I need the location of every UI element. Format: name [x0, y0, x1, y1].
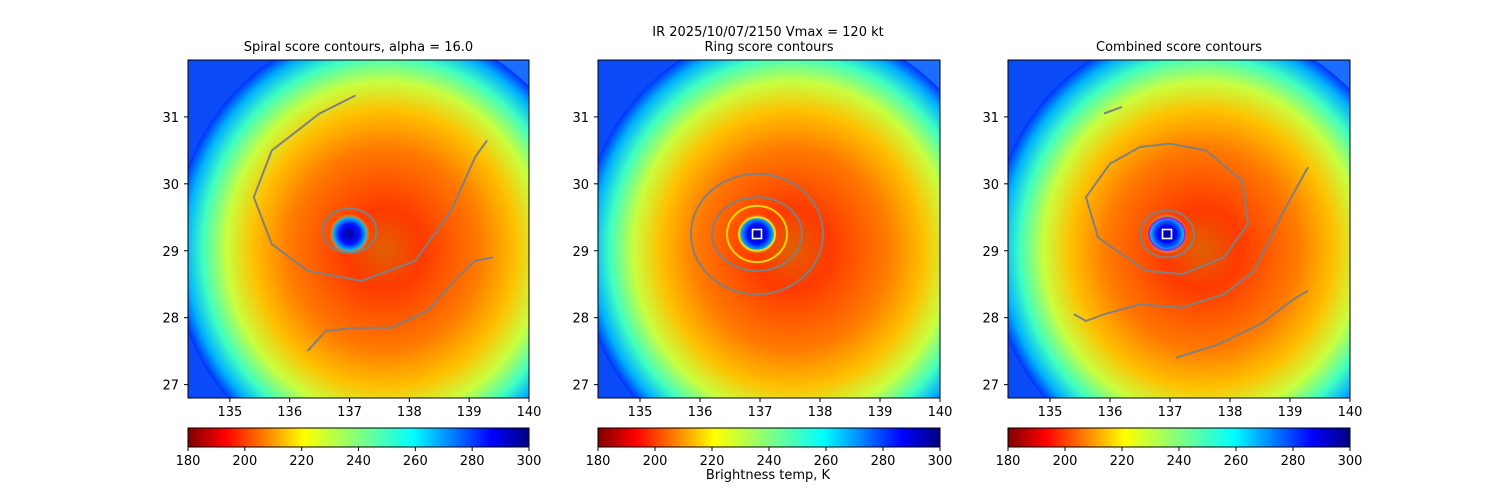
x-tick-label: 139 — [1278, 405, 1303, 420]
y-tick-label: 30 — [572, 178, 589, 193]
axes-frame — [187, 59, 530, 399]
y-tick-label: 27 — [572, 379, 589, 394]
colorbar-tick-label: 180 — [176, 454, 201, 469]
colorbar-tick-label: 180 — [996, 454, 1021, 469]
x-tick-label: 136 — [1098, 405, 1123, 420]
axes-frame — [597, 59, 941, 399]
suptitle: IR 2025/10/07/2150 Vmax = 120 kt — [652, 25, 883, 40]
x-tick-label: 139 — [457, 405, 482, 420]
contour-3 — [1073, 166, 1309, 322]
colorbar-tick-label: 220 — [700, 454, 725, 469]
colorbar-tick-label: 280 — [1281, 454, 1306, 469]
y-tick-label: 30 — [982, 178, 999, 193]
x-tick-label: 136 — [688, 405, 713, 420]
colorbar-tick-label: 240 — [346, 454, 371, 469]
colorbar-label: Brightness temp, K — [706, 468, 831, 483]
ir-eye — [737, 214, 777, 255]
panel-title: Combined score contours — [1096, 40, 1262, 55]
colorbar-tick-label: 280 — [460, 454, 485, 469]
colorbar-tick-label: 300 — [928, 454, 953, 469]
contour-3 — [321, 207, 378, 254]
colorbar-tick-label: 200 — [232, 454, 257, 469]
colorbar-tick-label: 220 — [1110, 454, 1135, 469]
y-tick-label: 28 — [572, 312, 589, 327]
panel-1: Spiral score contours, alpha = 16.0 135 13… — [162, 40, 542, 469]
contour-5 — [1139, 209, 1195, 259]
x-tick-label: 137 — [337, 405, 362, 420]
x-tick-label: 136 — [277, 405, 302, 420]
colorbar-tick-label: 180 — [586, 454, 611, 469]
x-tick-label: 135 — [1038, 405, 1063, 420]
colorbar — [597, 427, 941, 448]
x-tick-label: 139 — [868, 405, 893, 420]
contour-2 — [711, 196, 803, 272]
contour-7 — [1154, 222, 1180, 246]
ir-image — [1008, 60, 1350, 398]
x-tick-label: 138 — [808, 405, 833, 420]
x-tick-label: 140 — [517, 405, 542, 420]
x-tick-label: 138 — [1218, 405, 1243, 420]
y-tick-label: 31 — [572, 111, 589, 126]
contour-4 — [738, 216, 776, 252]
panel-3: Combined score contours 135 136 137 138 139 14… — [982, 40, 1363, 469]
y-tick-label: 31 — [162, 111, 179, 126]
colorbar-tick-label: 300 — [517, 454, 542, 469]
colorbar-tick-label: 220 — [289, 454, 314, 469]
contour-6 — [1148, 216, 1186, 252]
colorbar-tick-label: 280 — [871, 454, 896, 469]
y-tick-label: 30 — [162, 178, 179, 193]
y-tick-label: 28 — [162, 312, 179, 327]
ir-eye — [329, 214, 370, 255]
y-tick-label: 28 — [982, 312, 999, 327]
colorbar — [187, 427, 530, 448]
colorbar-tick-label: 300 — [1338, 454, 1363, 469]
y-tick-label: 27 — [162, 379, 179, 394]
colorbar-tick-label: 260 — [1224, 454, 1249, 469]
x-tick-label: 137 — [748, 405, 773, 420]
colorbar-tick-label: 260 — [403, 454, 428, 469]
colorbar-tick-label: 240 — [1167, 454, 1192, 469]
colorbar — [1007, 427, 1351, 448]
axes-frame — [1007, 59, 1351, 399]
panel-title: Spiral score contours, alpha = 16.0 — [244, 40, 473, 55]
x-tick-label: 140 — [928, 405, 953, 420]
contour-3 — [726, 204, 788, 264]
contour-1 — [1103, 105, 1123, 115]
ir-image — [188, 60, 529, 398]
panel-2: Ring score contours 135 136 137 138 139 140 27 2… — [572, 40, 953, 469]
x-tick-label: 140 — [1338, 405, 1363, 420]
y-tick-label: 27 — [982, 379, 999, 394]
contour-2 — [1085, 142, 1249, 276]
colorbar-tick-label: 260 — [814, 454, 839, 469]
x-tick-label: 137 — [1158, 405, 1183, 420]
contour-4 — [1175, 290, 1309, 359]
colorbar-tick-label: 200 — [1053, 454, 1078, 469]
contour-1 — [252, 94, 488, 282]
contour-1 — [690, 172, 824, 296]
y-tick-label: 29 — [982, 245, 999, 260]
y-tick-label: 29 — [162, 245, 179, 260]
center-marker — [751, 228, 763, 240]
x-tick-label: 135 — [628, 405, 653, 420]
x-tick-label: 138 — [397, 405, 422, 420]
colorbar-tick-label: 200 — [643, 454, 668, 469]
x-tick-label: 135 — [217, 405, 242, 420]
panel-title: Ring score contours — [704, 40, 833, 55]
y-tick-label: 29 — [572, 245, 589, 260]
center-marker — [1161, 228, 1173, 240]
ir-eye — [1147, 214, 1187, 255]
colorbar-tick-label: 240 — [757, 454, 782, 469]
y-tick-label: 31 — [982, 111, 999, 126]
contour-2 — [306, 256, 494, 352]
ir-image — [598, 60, 940, 398]
